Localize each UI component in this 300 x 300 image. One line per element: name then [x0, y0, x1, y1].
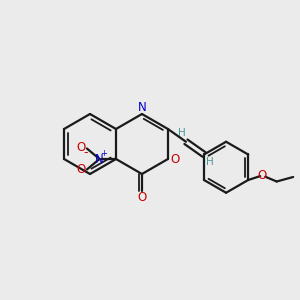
Text: O: O: [77, 140, 86, 154]
Text: +: +: [100, 149, 107, 158]
Text: O: O: [137, 190, 147, 204]
Text: N: N: [138, 101, 146, 114]
Text: -: -: [83, 146, 88, 160]
Text: H: H: [206, 157, 213, 167]
Text: N: N: [95, 152, 104, 166]
Text: O: O: [170, 152, 179, 166]
Text: O: O: [257, 169, 266, 182]
Text: H: H: [178, 128, 185, 138]
Text: O: O: [77, 163, 86, 176]
